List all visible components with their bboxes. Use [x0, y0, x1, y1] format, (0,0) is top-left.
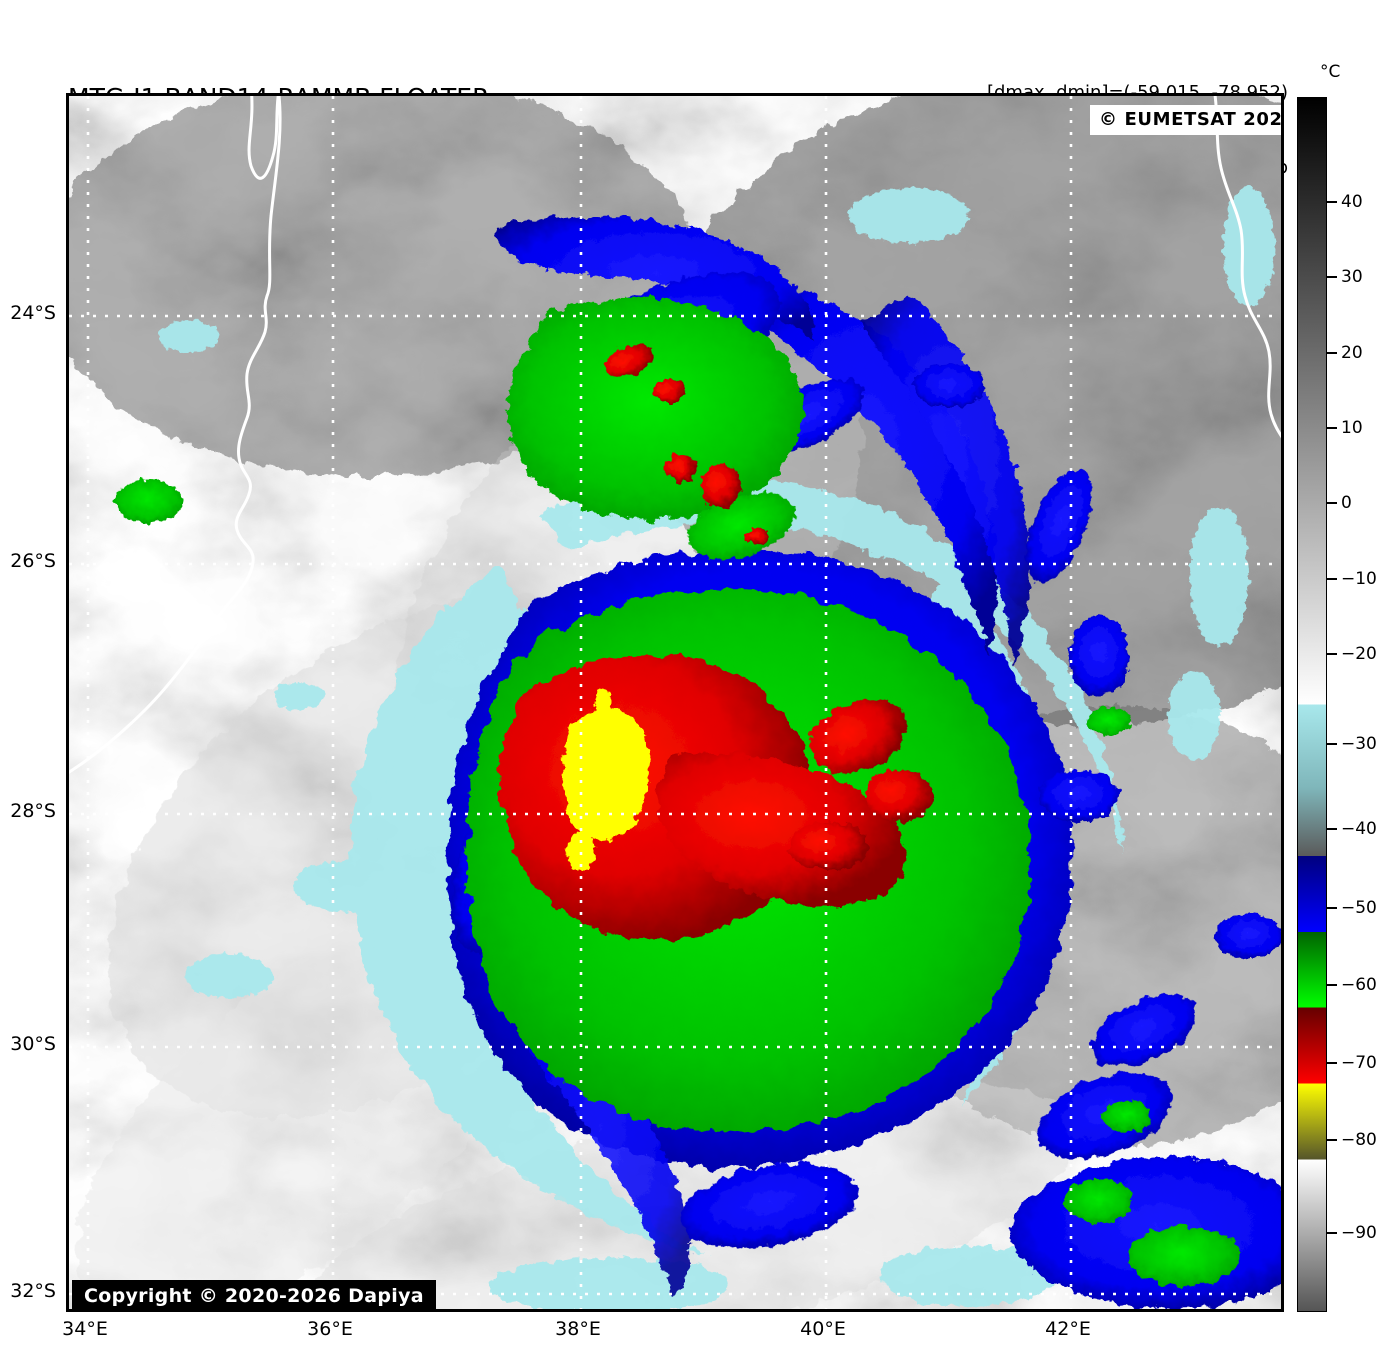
lat-tick-24S: 24°S: [10, 302, 56, 324]
cb-label-20: 20: [1341, 343, 1363, 363]
cb-label-neg80: −80: [1341, 1130, 1377, 1150]
cb-tick-neg90: [1327, 1232, 1337, 1234]
colorbar-unit-label: °C: [1320, 62, 1341, 82]
lon-tick-40E: 40°E: [800, 1318, 846, 1340]
cb-tick-30: [1327, 276, 1337, 278]
cb-tick-neg70: [1327, 1062, 1337, 1064]
colorbar-gradient: [1298, 98, 1326, 1311]
cb-label-neg50: −50: [1341, 898, 1377, 918]
cb-tick-40: [1327, 201, 1337, 203]
cb-tick-10: [1327, 427, 1337, 429]
cb-label-neg90: −90: [1341, 1223, 1377, 1243]
cb-tick-neg30: [1327, 743, 1337, 745]
temperature-colorbar[interactable]: [1297, 97, 1327, 1312]
lat-tick-32S: 32°S: [10, 1280, 56, 1302]
cb-label-40: 40: [1341, 192, 1363, 212]
satellite-image-map[interactable]: © EUMETSAT 2026 Copyright © 2020-2026 Da…: [66, 93, 1284, 1312]
eumetsat-copyright: © EUMETSAT 2026: [1090, 105, 1281, 135]
satellite-imagery-canvas: [69, 96, 1281, 1309]
cb-tick-neg10: [1327, 578, 1337, 580]
lon-tick-42E: 42°E: [1045, 1318, 1091, 1340]
cb-label-neg30: −30: [1341, 734, 1377, 754]
coastline-overlay: [69, 96, 1281, 774]
cb-label-neg40: −40: [1341, 819, 1377, 839]
cb-tick-neg50: [1327, 907, 1337, 909]
cb-tick-neg80: [1327, 1139, 1337, 1141]
lat-tick-26S: 26°S: [10, 550, 56, 572]
lon-tick-34E: 34°E: [62, 1318, 108, 1340]
cb-tick-20: [1327, 352, 1337, 354]
cb-tick-neg40: [1327, 828, 1337, 830]
lon-tick-36E: 36°E: [307, 1318, 353, 1340]
cb-label-neg10: −10: [1341, 569, 1377, 589]
cb-tick-0: [1327, 502, 1337, 504]
cb-label-30: 30: [1341, 267, 1363, 287]
cb-label-0: 0: [1341, 493, 1352, 513]
coldest-tops-layer: [562, 688, 650, 871]
lon-tick-38E: 38°E: [555, 1318, 601, 1340]
cb-tick-neg20: [1327, 653, 1337, 655]
dapiya-copyright: Copyright © 2020-2026 Dapiya: [72, 1280, 436, 1309]
cb-label-neg60: −60: [1341, 975, 1377, 995]
lat-tick-28S: 28°S: [10, 800, 56, 822]
graticule-gridlines: [69, 96, 1281, 1309]
cb-tick-neg60: [1327, 984, 1337, 986]
cb-label-neg20: −20: [1341, 644, 1377, 664]
lat-tick-30S: 30°S: [10, 1033, 56, 1055]
cb-label-10: 10: [1341, 418, 1363, 438]
cb-label-neg70: −70: [1341, 1053, 1377, 1073]
